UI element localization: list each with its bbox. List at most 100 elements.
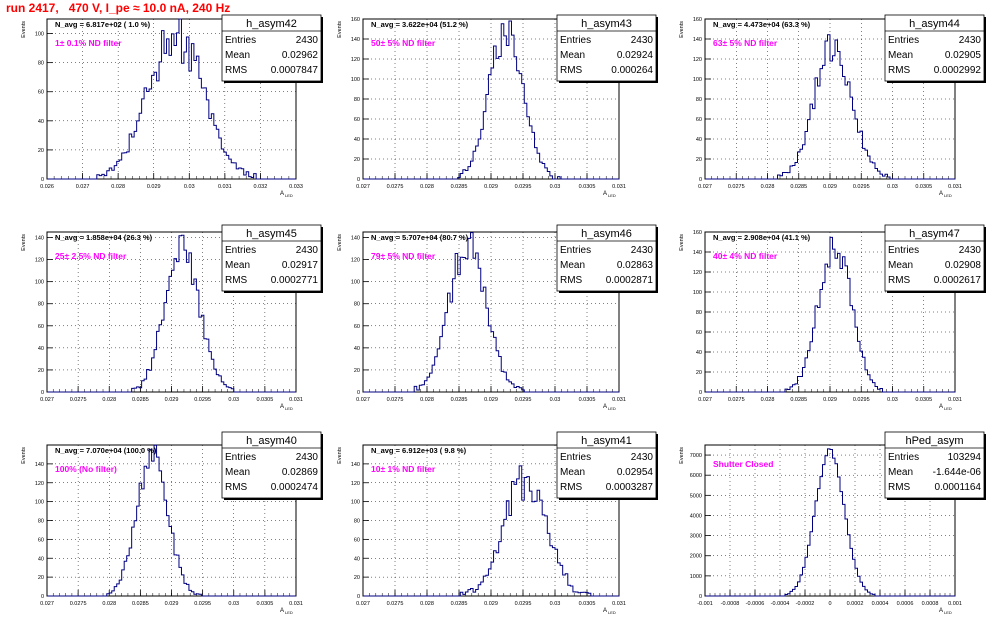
x-tick-label: 0.027 [356, 184, 370, 190]
y-tick-label: 20 [696, 370, 702, 376]
y-tick-label: 40 [354, 137, 360, 143]
stats-box: h_asym42 Entries 2430 Mean 0.02962 RMS 0.00078… [221, 14, 323, 83]
x-tick-label: -0.0006 [746, 601, 765, 607]
y-axis-title: Events [21, 21, 27, 38]
stats-label: Entries [225, 35, 256, 46]
x-tick-label: 0.001 [948, 601, 962, 607]
filter-label: Shutter Closed [713, 459, 773, 469]
y-tick-label: 20 [38, 148, 44, 154]
stats-box: h_asym46 Entries 2430 Mean 0.02863 RMS 0.00028… [556, 224, 658, 293]
stats-value: 0.02863 [617, 260, 654, 271]
y-tick-label: 160 [693, 17, 702, 23]
y-tick-label: 140 [351, 37, 360, 43]
y-tick-label: 100 [693, 290, 702, 296]
y-tick-label: 80 [696, 97, 702, 103]
y-tick-label: 80 [38, 61, 44, 67]
x-tick-label: 0.033 [289, 184, 303, 190]
y-tick-label: 2000 [690, 554, 702, 560]
navg-label: N_avg = 6.912e+03 ( 9.8 %) [371, 446, 467, 455]
x-tick-label: 0.028 [102, 601, 116, 607]
stats-label: RMS [560, 65, 583, 76]
stats-label: Mean [225, 50, 250, 61]
stats-label: Mean [560, 467, 585, 478]
stats-value: 0.0001164 [934, 482, 981, 493]
y-tick-label: 40 [354, 346, 360, 352]
x-tick-label: 0.0275 [387, 397, 404, 403]
stats-label: Entries [225, 452, 256, 463]
x-axis-title-subscript: LED [285, 610, 293, 615]
x-tick-label: 0.0305 [256, 397, 273, 403]
x-tick-label: 0.031 [612, 184, 626, 190]
stats-value: 0.02962 [282, 50, 319, 61]
x-axis-title: A [939, 608, 943, 614]
navg-label: N_avg = 7.070e+04 (100.0 %) [55, 446, 157, 455]
histogram-panel-hPed_asym: -0.001 -0.0008 -0.0006 -0.0004 -0.0002 0 0.000… [679, 431, 986, 615]
x-tick-label: 0.029 [823, 184, 837, 190]
x-axis-title: A [603, 608, 607, 614]
y-tick-label: 100 [351, 77, 360, 83]
x-axis-title-subscript: LED [608, 193, 616, 198]
y-tick-label: 1000 [690, 574, 702, 580]
x-tick-label: 0.031 [948, 184, 962, 190]
y-tick-label: 0 [699, 594, 702, 600]
y-tick-label: 100 [35, 280, 44, 286]
stats-box-frame [221, 224, 322, 292]
x-tick-label: 0.031 [948, 397, 962, 403]
stats-value: 0.0007847 [271, 65, 319, 76]
stats-value: 2430 [631, 452, 654, 463]
x-tick-label: 0.0305 [915, 184, 932, 190]
y-tick-label: 0 [699, 177, 702, 183]
x-tick-label: 0.0285 [451, 184, 468, 190]
stats-value: 0.0003287 [606, 482, 654, 493]
y-tick-label: 20 [38, 575, 44, 581]
y-tick-label: 6000 [690, 473, 702, 479]
histogram-line [705, 448, 955, 597]
histogram-panel-h_asym46: 0.027 0.0275 0.028 0.0285 0.029 0.0295 0.03 0.0… [337, 224, 658, 411]
filter-label: 50± 5% ND filter [371, 38, 436, 48]
histogram-panel-h_asym43: 0.027 0.0275 0.028 0.0285 0.029 0.0295 0.03 0.0… [337, 14, 658, 198]
stats-label: Entries [560, 452, 591, 463]
stats-label: Mean [888, 260, 913, 271]
y-tick-label: 20 [696, 157, 702, 163]
histogram-name: h_asym44 [909, 18, 960, 30]
x-axis-title-subscript: LED [944, 193, 952, 198]
navg-label: N_avg = 1.858e+04 (26.3 %) [55, 233, 153, 242]
stats-value: 2430 [296, 452, 319, 463]
stats-label: RMS [225, 275, 248, 286]
stats-label: Entries [560, 245, 591, 256]
stats-box-frame [556, 431, 657, 499]
stats-box-frame [884, 224, 985, 292]
y-tick-label: 20 [354, 157, 360, 163]
y-tick-label: 80 [354, 302, 360, 308]
stats-value: 2430 [631, 245, 654, 256]
stats-box: h_asym47 Entries 2430 Mean 0.02908 RMS 0.00026… [884, 224, 986, 293]
stats-box: h_asym40 Entries 2430 Mean 0.02869 RMS 0.00024… [221, 431, 323, 500]
x-tick-label: 0.028 [102, 397, 116, 403]
x-tick-label: -0.0004 [771, 601, 790, 607]
y-tick-label: 40 [354, 556, 360, 562]
stats-value: 0.02869 [282, 467, 319, 478]
y-tick-label: 20 [354, 575, 360, 581]
x-tick-label: 0.0295 [194, 397, 211, 403]
stats-value: -1.644e-06 [933, 467, 982, 478]
stats-box: h_asym45 Entries 2430 Mean 0.02917 RMS 0.00027… [221, 224, 323, 293]
histogram-line [47, 18, 296, 180]
stats-value: 0.02924 [617, 50, 654, 61]
stats-label: Mean [560, 260, 585, 271]
y-tick-label: 40 [38, 346, 44, 352]
y-tick-label: 80 [696, 310, 702, 316]
y-tick-label: 100 [693, 77, 702, 83]
y-axis-title: Events [679, 234, 685, 251]
y-tick-label: 5000 [690, 493, 702, 499]
filter-label: 63± 5% ND filter [713, 38, 778, 48]
stats-value: 0.0002992 [934, 65, 982, 76]
x-tick-label: 0.0275 [728, 184, 745, 190]
x-tick-label: 0.027 [356, 397, 370, 403]
x-axis-title: A [603, 404, 607, 410]
stats-label: Entries [560, 35, 591, 46]
navg-label: N_avg = 2.908e+04 (41.1 %) [713, 233, 811, 242]
stats-label: Entries [888, 35, 919, 46]
x-tick-label: 0.0275 [70, 397, 87, 403]
y-tick-label: 4000 [690, 513, 702, 519]
y-tick-label: 60 [354, 117, 360, 123]
